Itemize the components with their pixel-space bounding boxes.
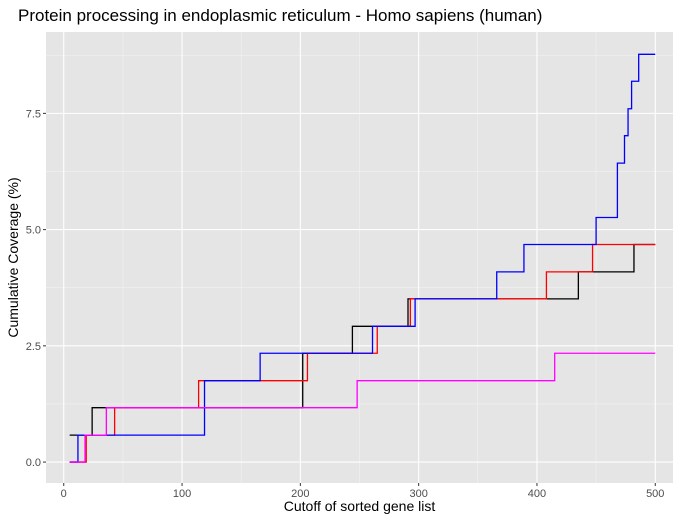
x-tick-label: 100 (173, 488, 191, 500)
y-axis-ticks: 0.0 2.5 5.0 7.5 (26, 108, 46, 469)
x-tick-label: 200 (291, 488, 309, 500)
minor-gridlines (46, 32, 673, 483)
x-tick-label: 400 (528, 488, 546, 500)
x-axis-ticks: 0 100 200 300 400 500 (61, 483, 664, 500)
data-series (69, 53, 656, 463)
chart-title: Protein processing in endoplasmic reticu… (18, 6, 542, 25)
series-line-4 (69, 352, 656, 463)
series-line-1 (69, 243, 656, 436)
y-tick-label: 2.5 (26, 341, 41, 353)
x-tick-label: 500 (646, 488, 664, 500)
y-tick-label: 5.0 (26, 225, 41, 237)
x-axis-title: Cutoff of sorted gene list (284, 498, 436, 514)
y-tick-label: 7.5 (26, 108, 41, 120)
y-tick-label: 0.0 (26, 457, 41, 469)
y-axis-title: Cumulative Coverage (%) (5, 177, 21, 337)
x-tick-label: 0 (61, 488, 67, 500)
series-line-3 (69, 53, 656, 463)
x-tick-label: 300 (409, 488, 427, 500)
